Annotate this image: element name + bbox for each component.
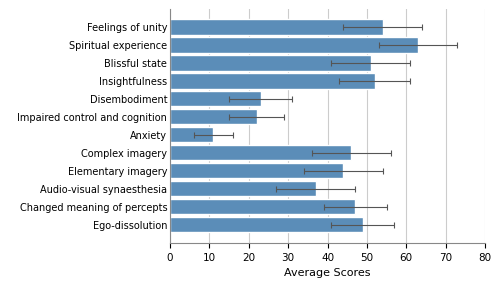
Bar — [170, 73, 375, 88]
Bar — [170, 109, 256, 124]
Bar — [170, 217, 363, 233]
Bar — [170, 55, 371, 71]
Bar — [170, 19, 382, 35]
Bar — [170, 145, 351, 160]
Bar — [170, 91, 260, 106]
Bar — [170, 127, 214, 142]
Bar — [170, 181, 316, 196]
Bar — [170, 199, 355, 214]
X-axis label: Average Scores: Average Scores — [284, 268, 371, 278]
Bar — [170, 163, 343, 178]
Bar — [170, 37, 418, 53]
